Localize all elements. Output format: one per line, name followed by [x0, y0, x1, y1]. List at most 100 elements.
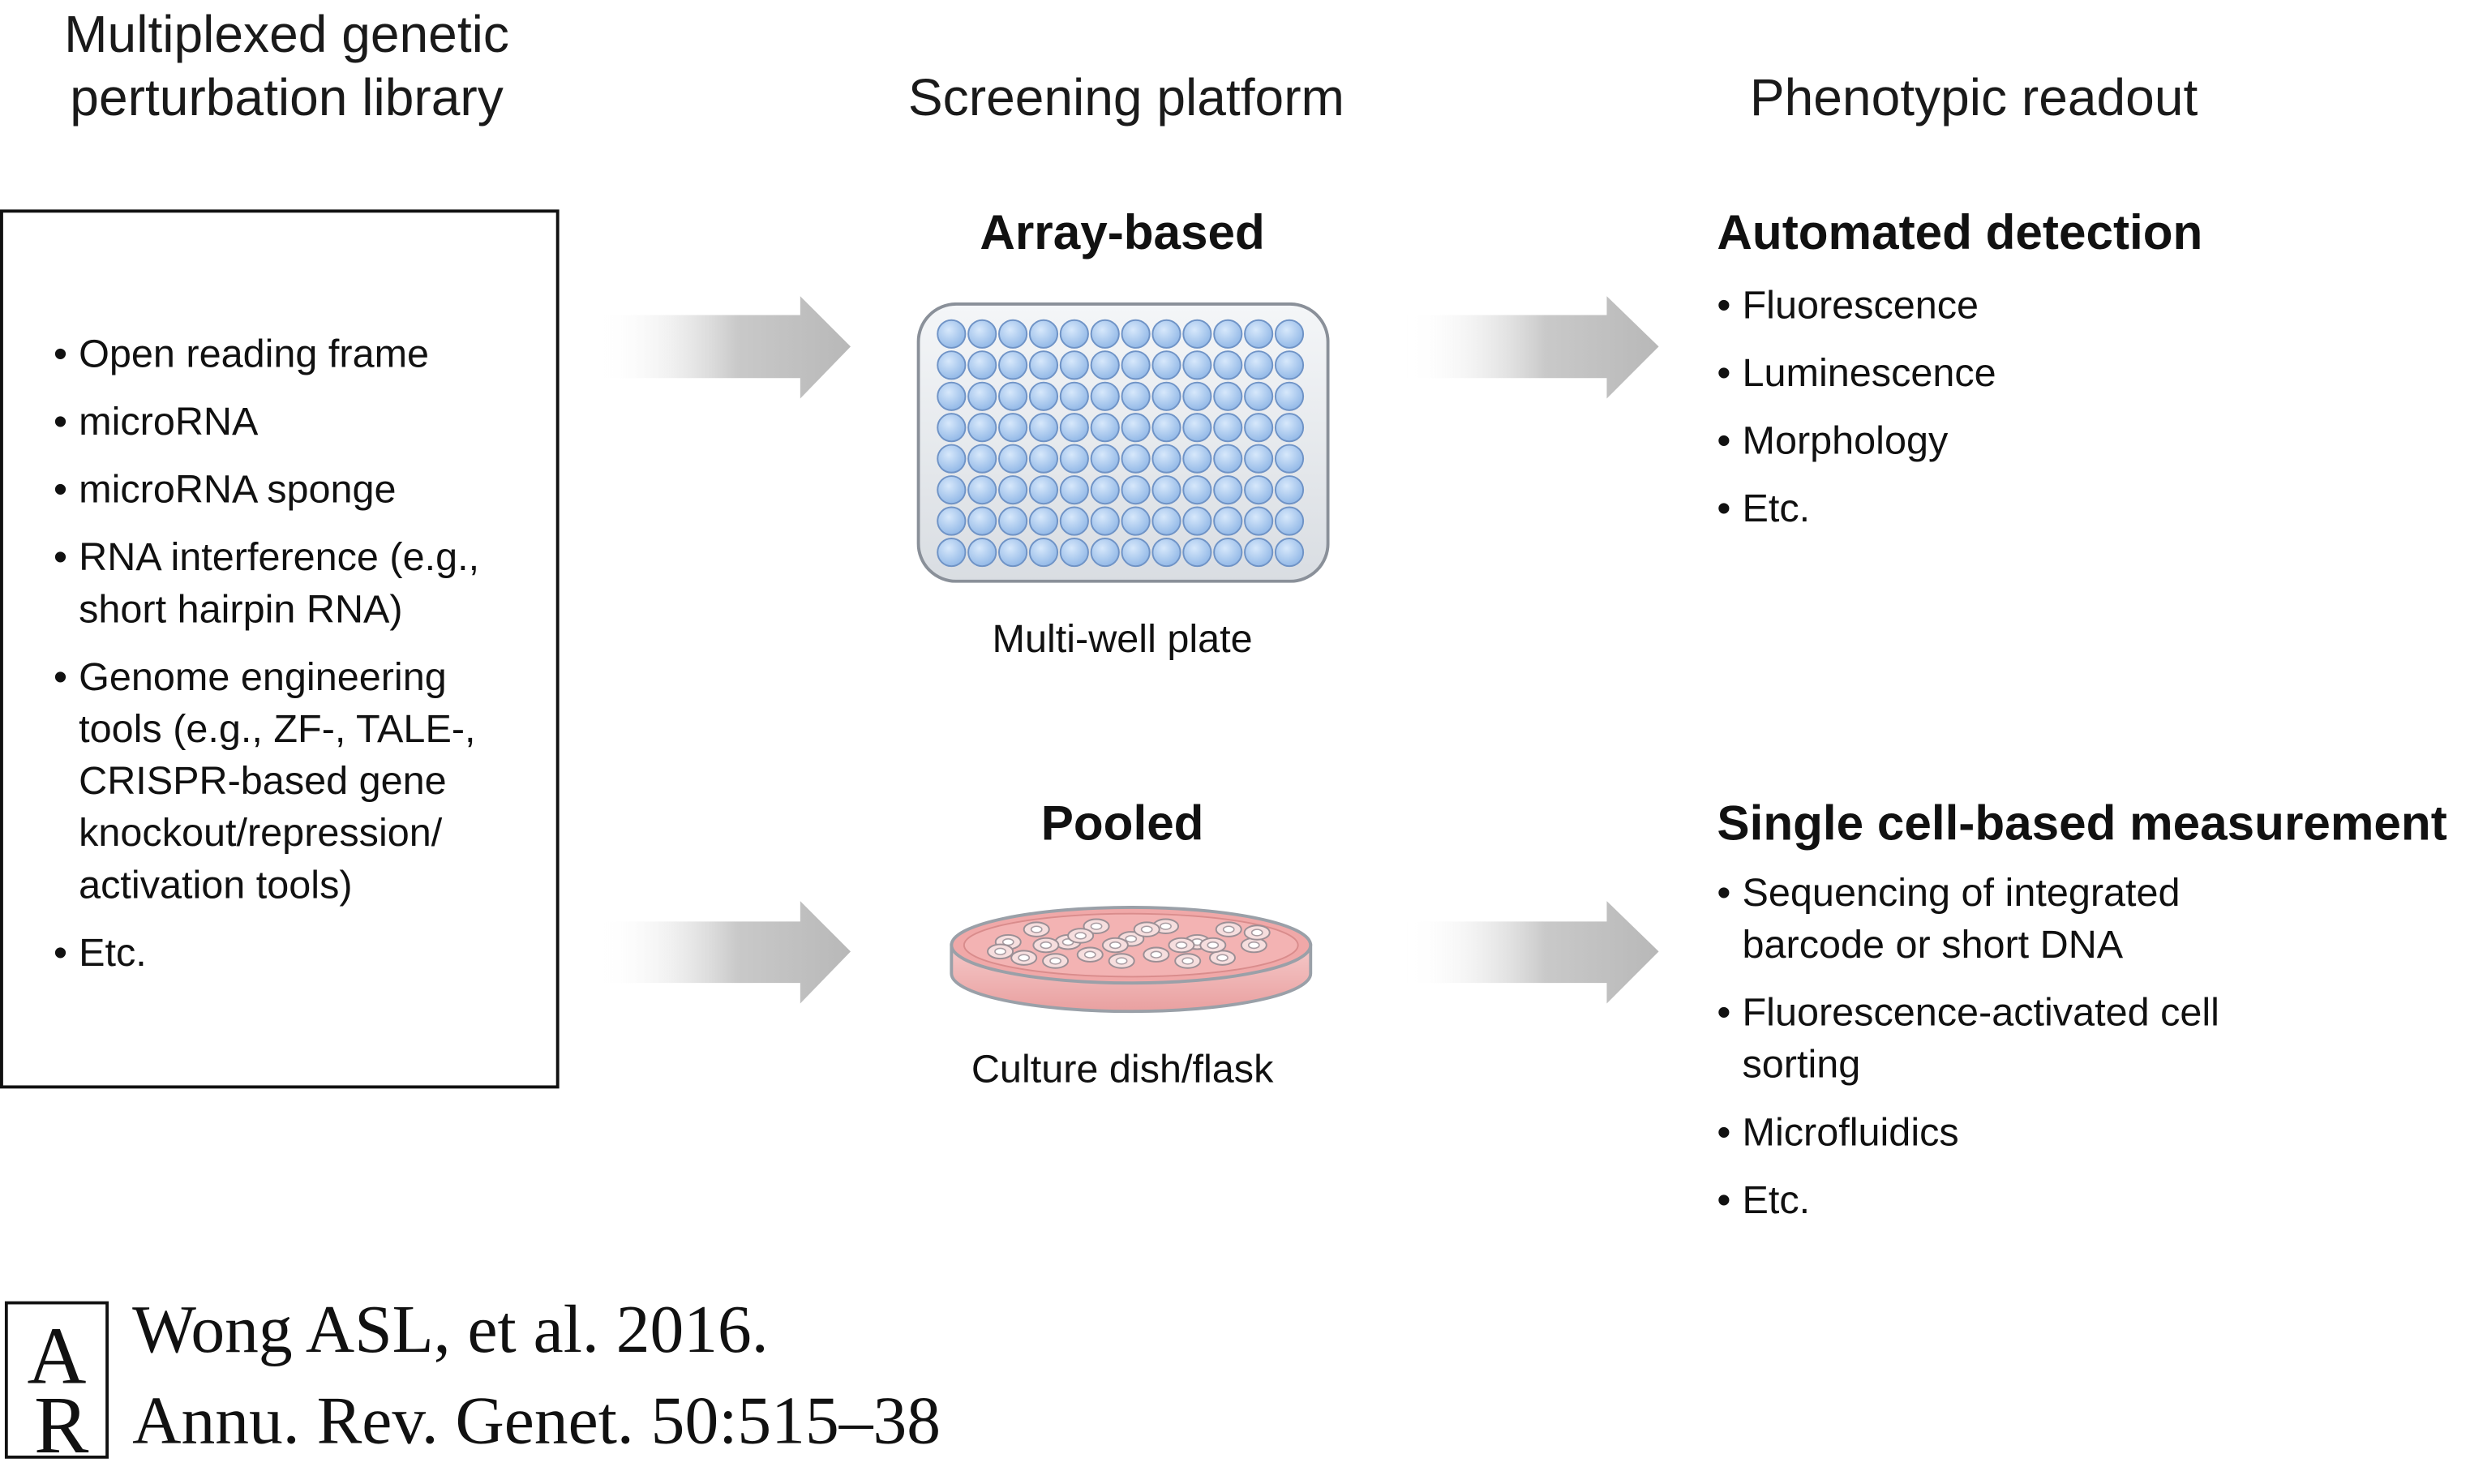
plate-well [1244, 506, 1274, 536]
plate-well [967, 381, 997, 411]
plate-well [1182, 350, 1212, 380]
readout-column-title: Phenotypic readout [1749, 67, 2198, 127]
plate-well [1090, 444, 1120, 474]
plate-well [998, 444, 1028, 474]
plate-well [1121, 538, 1151, 568]
automated-item: Luminescence [1717, 348, 2410, 400]
plate-well [1244, 475, 1274, 505]
library-title-line1: Multiplexed genetic [64, 4, 509, 63]
plate-wells [937, 319, 1305, 568]
plate-well [1121, 381, 1151, 411]
dish-cell-nucleus [1074, 932, 1087, 940]
dish-cell-nucleus [1090, 922, 1103, 930]
plate-well [1090, 350, 1120, 380]
plate-well [1151, 350, 1181, 380]
dish-cell-nucleus [1030, 925, 1043, 933]
plate-well [1244, 413, 1274, 443]
plate-well [1213, 319, 1243, 349]
platform-column-title: Screening platform [907, 67, 1344, 127]
library-item: microRNA [54, 397, 526, 449]
plate-well [1121, 506, 1151, 536]
library-item: microRNA sponge [54, 465, 526, 517]
automated-item: Fluorescence [1717, 281, 2410, 332]
plate-well [1121, 444, 1151, 474]
arrow-pooled-to-single-cell [1406, 901, 1659, 1004]
plate-well [1213, 444, 1243, 474]
dish-cell-nucleus [1150, 950, 1163, 959]
svg-text:R: R [34, 1379, 89, 1459]
plate-well [1028, 319, 1059, 349]
library-box: Open reading frame microRNA microRNA spo… [0, 209, 560, 1089]
plate-well [1274, 475, 1305, 505]
plate-well [1182, 444, 1212, 474]
library-list: Open reading frame microRNA microRNA spo… [54, 329, 526, 996]
plate-well [1244, 444, 1274, 474]
plate-well [1182, 506, 1212, 536]
plate-well [1121, 350, 1151, 380]
plate-well [1244, 381, 1274, 411]
plate-well [1274, 444, 1305, 474]
automated-item: Etc. [1717, 483, 2410, 535]
plate-well [1090, 506, 1120, 536]
plate-well [1121, 319, 1151, 349]
plate-well [1059, 413, 1089, 443]
plate-well [967, 475, 997, 505]
plate-well [937, 444, 967, 474]
library-item: RNA interference (e.g., short hairpin RN… [54, 533, 526, 637]
plate-well [1182, 475, 1212, 505]
arrow-array-to-automated [1406, 296, 1659, 399]
plate-well [1059, 381, 1089, 411]
automated-detection-heading: Automated detection [1717, 204, 2203, 260]
plate-well [1028, 538, 1059, 568]
plate-well [1059, 475, 1089, 505]
plate-well [1274, 538, 1305, 568]
plate-well [1244, 350, 1274, 380]
plate-well [967, 350, 997, 380]
plate-well [937, 319, 967, 349]
plate-well [1151, 444, 1181, 474]
dish-cell-nucleus [1040, 941, 1053, 950]
plate-well [1182, 319, 1212, 349]
plate-well [1059, 444, 1089, 474]
plate-well [967, 413, 997, 443]
plate-well [998, 506, 1028, 536]
plate-well [1090, 381, 1120, 411]
plate-well [937, 381, 967, 411]
plate-well [1090, 475, 1120, 505]
plate-well [1090, 319, 1120, 349]
dish-cell-nucleus [1108, 941, 1121, 950]
plate-well [937, 506, 967, 536]
plate-well [967, 319, 997, 349]
automated-item: Morphology [1717, 416, 2410, 468]
library-title-line2: perturbation library [70, 67, 504, 127]
citation-line2: Annu. Rev. Genet. 50:515–38 [132, 1384, 941, 1459]
automated-detection-list: Fluorescence Luminescence Morphology Etc… [1717, 281, 2410, 551]
plate-well [1059, 506, 1089, 536]
plate-well [1213, 350, 1243, 380]
plate-well [998, 538, 1028, 568]
plate-well [1151, 381, 1181, 411]
dish-cell-nucleus [1115, 957, 1128, 965]
plate-well [1028, 475, 1059, 505]
plate-well [1274, 319, 1305, 349]
plate-well [1059, 319, 1089, 349]
plate-well [967, 538, 997, 568]
array-based-heading: Array-based [980, 204, 1265, 260]
multi-well-plate-caption: Multi-well plate [992, 617, 1253, 662]
dish-cell-nucleus [994, 947, 1006, 955]
plate-well [998, 413, 1028, 443]
dish-cell-nucleus [1175, 941, 1188, 950]
plate-well [967, 506, 997, 536]
library-item: Etc. [54, 928, 526, 980]
plate-well [998, 350, 1028, 380]
plate-well [1182, 538, 1212, 568]
dish-cell-nucleus [1222, 925, 1235, 933]
plate-well [1213, 506, 1243, 536]
plate-well [1213, 413, 1243, 443]
plate-well [967, 444, 997, 474]
citation: Wong ASL, et al. 2016. Annu. Rev. Genet.… [132, 1285, 1140, 1468]
dish-cell-nucleus [1018, 954, 1031, 962]
pooled-heading: Pooled [1040, 796, 1204, 851]
plate-well [937, 413, 967, 443]
